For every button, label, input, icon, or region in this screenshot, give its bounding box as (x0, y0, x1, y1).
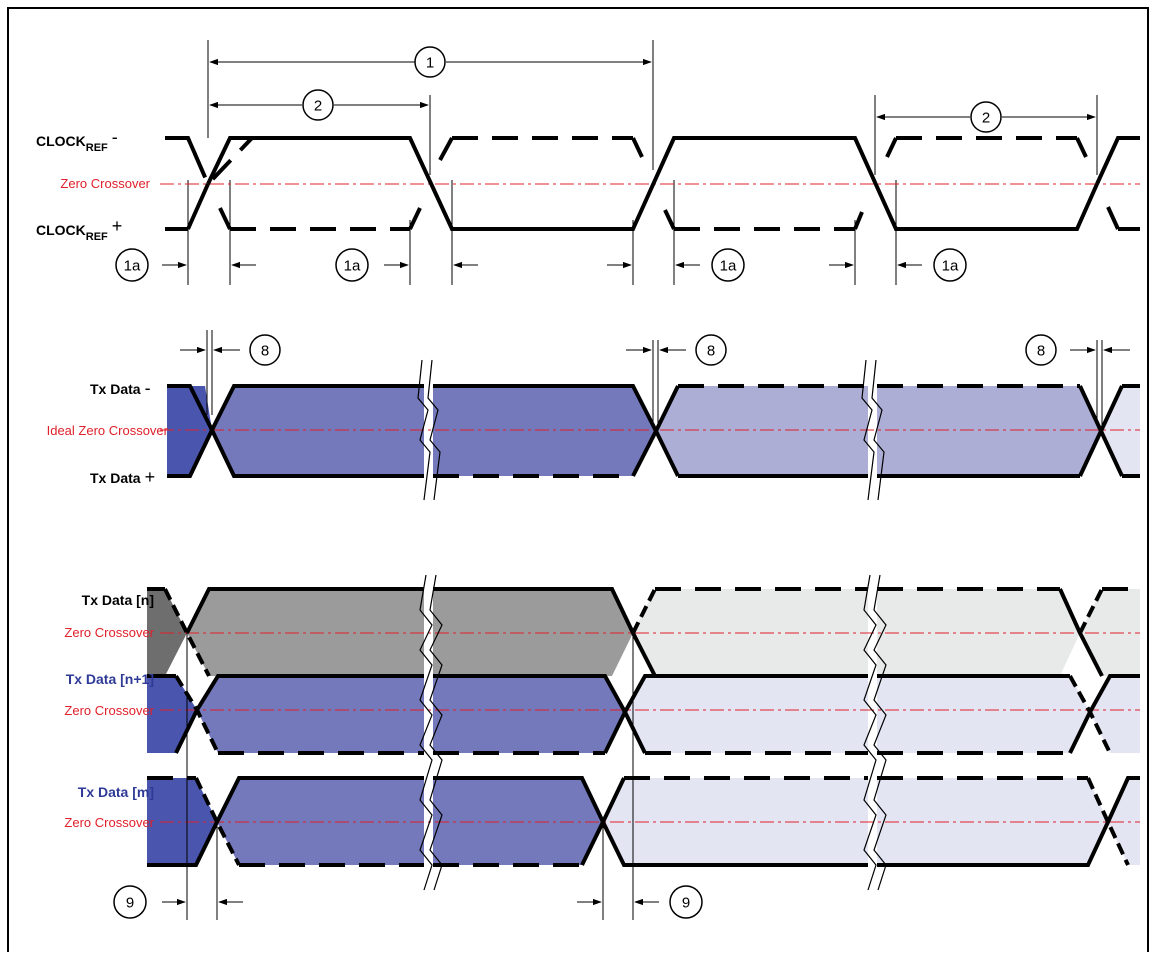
svg-text:1a: 1a (720, 258, 737, 275)
tx-data-minus-wave (167, 384, 424, 478)
diagram-frame (7, 7, 1149, 952)
lane-n1-shade (1090, 676, 1140, 753)
tx-data-m-label: Tx Data [m] (78, 784, 154, 800)
tx-data-n-label: Tx Data [n] (82, 592, 154, 608)
clock-plus-wave (206, 136, 1099, 231)
marker-2 (970, 101, 1002, 133)
lane-n1-shade (625, 676, 868, 753)
data-bit-shade (656, 386, 868, 476)
clock-minus-wave (885, 137, 898, 158)
lane-n-wave (185, 587, 424, 634)
time-break (419, 574, 887, 891)
svg-text:1a: 1a (344, 258, 361, 275)
data-bit-shade (167, 386, 212, 476)
marker-2-label: 2 (314, 98, 322, 115)
lane-n-wave (433, 587, 657, 677)
clock-minus-wave (853, 211, 864, 230)
zero-crossover-label: Zero Crossover (64, 625, 154, 640)
clock-minus-wave (438, 137, 454, 161)
time-break (417, 359, 885, 501)
lane-m-wave (1086, 777, 1130, 866)
clock-ref-minus-label: CLOCKREF- (36, 127, 118, 154)
clock-section: 1 2 2 1 (36, 40, 1140, 285)
lane-n1-shade (433, 676, 625, 753)
clock-minus-wave (631, 137, 644, 158)
lane-n-wave (631, 588, 657, 634)
clock-minus-wave (408, 207, 422, 230)
tx-data-plus-label: Tx Data + (90, 467, 155, 487)
clock-ref-plus-label: CLOCKREF+ (36, 216, 122, 243)
lane-skew-section: 9 9 Tx Data [n] Zero Crossover Tx Data [… (64, 574, 1140, 920)
marker-2-label: 2 (982, 110, 990, 127)
tx-data-wave (1078, 430, 1103, 477)
lane-m-wave (194, 777, 241, 866)
data-bit-shade (433, 386, 656, 476)
clock-plus-wave (186, 183, 210, 230)
zero-crossover-label: Zero Crossover (60, 176, 150, 191)
marker-1 (414, 46, 446, 78)
svg-text:1a: 1a (942, 258, 959, 275)
lane-n-shade (633, 589, 868, 676)
svg-text:8: 8 (707, 343, 715, 360)
svg-text:1a: 1a (124, 258, 141, 275)
svg-text:9: 9 (682, 895, 690, 912)
data-bit-shade (877, 386, 1101, 476)
lane-n-shade (433, 589, 633, 676)
zero-crossover-label: Zero Crossover (64, 703, 154, 718)
lane-m-shade (147, 778, 217, 865)
clock-minus-wave (218, 207, 232, 230)
data-bit-shade (1101, 386, 1140, 476)
tx-data-n1-label: Tx Data [n+1] (66, 671, 154, 687)
lane-n1-shade (877, 676, 1090, 753)
tx-data-wave (433, 384, 680, 477)
lane-m-wave (877, 776, 1140, 867)
clock-minus-wave (186, 137, 197, 155)
data-bit-shade (212, 386, 424, 476)
marker-2 (302, 89, 334, 121)
lane-skew-marker-9: 9 9 (113, 633, 703, 920)
tx-data-wave (654, 385, 680, 432)
lane-n1-wave (433, 674, 647, 754)
lane-n1-shade (197, 676, 424, 753)
marker-1-label: 1 (426, 55, 434, 72)
rise-time-markers: 1a 1a 1a 1a (115, 248, 967, 282)
ideal-zero-crossover-label: Ideal Zero Crossover (47, 423, 169, 438)
clock-minus-wave (663, 209, 676, 230)
svg-text:9: 9 (126, 895, 134, 912)
tx-data-minus-label: Tx Data - (90, 378, 151, 398)
zero-crossover-label: Zero Crossover (64, 815, 154, 830)
svg-text:8: 8 (1037, 343, 1045, 360)
lane-n1-wave (603, 674, 868, 754)
svg-text:8: 8 (261, 343, 269, 360)
lane-n-wave (1078, 588, 1104, 634)
clock-minus-wave (1106, 206, 1120, 230)
skew-marker-8: 8 8 8 (180, 330, 1130, 425)
lane-n1-wave (1068, 674, 1140, 754)
clock-plus-wave (1095, 136, 1140, 185)
clock-minus-wave (1075, 137, 1088, 158)
clock-minus-wave (165, 136, 254, 188)
lane-n-wave (163, 588, 211, 677)
tx-data-wave (1099, 385, 1124, 432)
tx-data-section: 8 8 8 Tx Data - Ideal Zero Crossover Tx D… (47, 330, 1140, 501)
tx-data-wave (631, 430, 658, 477)
lane-n1-shade (147, 676, 197, 753)
